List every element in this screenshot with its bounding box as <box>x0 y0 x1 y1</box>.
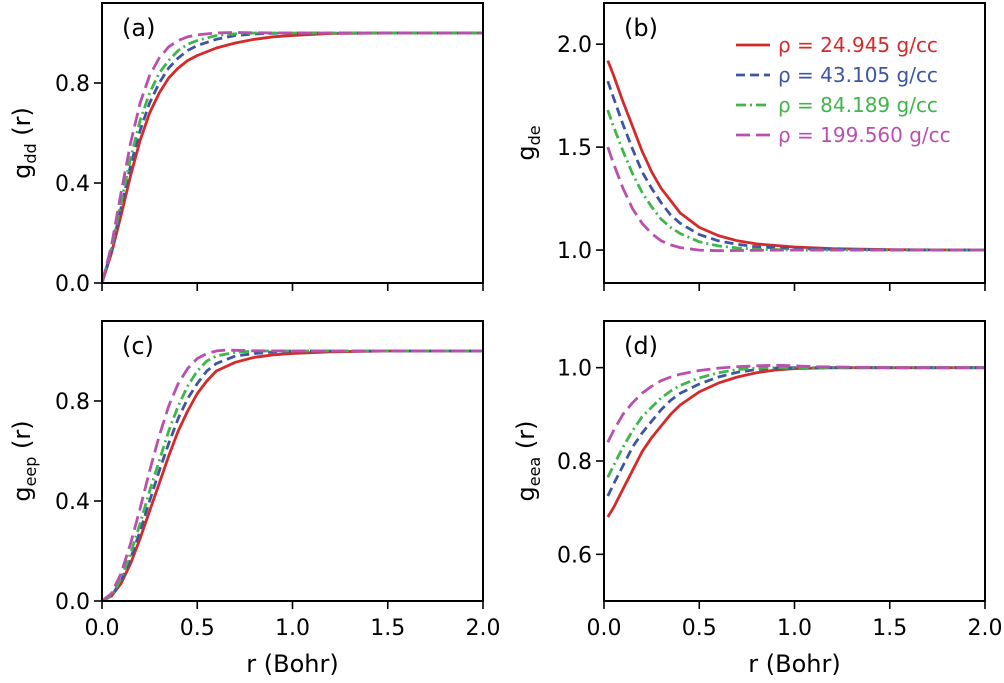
series-line-a-2 <box>102 31 483 283</box>
x-tick-label-c: 0.0 <box>85 616 120 641</box>
axes-frame-a <box>101 2 484 284</box>
y-tick-label-d: 1.0 <box>557 357 592 382</box>
y-tick-label-c: 0.8 <box>55 390 90 415</box>
legend-label-1: ρ = 24.945 g/cc <box>778 33 938 57</box>
series-line-d-4 <box>606 363 985 443</box>
legend: ρ = 24.945 g/cc ρ = 43.105 g/cc ρ = 84.189… <box>736 33 951 147</box>
y-tick-label-d: 0.8 <box>557 450 592 475</box>
panel-label-d: (d) <box>624 332 658 360</box>
series-line-b-2 <box>606 80 985 252</box>
series-line-d-2 <box>606 366 985 497</box>
y-axis-title-d: geea (r) <box>512 421 544 502</box>
series-line-d-1 <box>606 366 985 518</box>
legend-label-4: ρ = 199.560 g/cc <box>778 123 951 147</box>
x-axis-title-d: r (Bohr) <box>748 650 840 678</box>
y-tick-label-b: 1.5 <box>557 136 592 161</box>
panel-label-c: (c) <box>122 332 154 360</box>
y-tick-label-c: 0.0 <box>55 590 90 615</box>
y-tick-label-d: 0.6 <box>557 543 592 568</box>
panel-d: 0.0 0.5 1.0 1.5 2.0 0.6 0.8 1.0 geea (r) (d) r (Bo… <box>512 320 1003 678</box>
y-tick-label-b: 2.0 <box>557 33 592 58</box>
x-tick-label-d: 1.5 <box>872 616 907 641</box>
x-tick-label-d: 1.0 <box>777 616 812 641</box>
y-axis-title-c: geep (r) <box>8 420 40 501</box>
x-tick-label-c: 2.0 <box>466 616 501 641</box>
y-tick-label-a: 0.4 <box>55 172 90 197</box>
series-line-b-4 <box>606 146 985 253</box>
panel-b: 1.0 1.5 2.0 gde (b) ρ = 24.945 g/cc ρ = 43.105… <box>512 2 986 291</box>
series-line-a-1 <box>102 31 483 283</box>
x-tick-label-d: 0.5 <box>682 616 717 641</box>
y-tick-label-c: 0.4 <box>55 490 90 515</box>
series-line-c-1 <box>102 349 483 601</box>
y-axis-title-b: gde <box>512 125 544 160</box>
series-line-b-1 <box>606 60 985 252</box>
series-line-d-3 <box>606 366 985 478</box>
panel-c: 0.0 0.5 1.0 1.5 2.0 0.0 0.4 0.8 geep (r) (c) r (Bo… <box>8 320 501 678</box>
x-tick-label-c: 0.5 <box>180 616 215 641</box>
x-tick-label-d: 2.0 <box>968 616 1003 641</box>
series-line-a-4 <box>102 31 483 283</box>
series-line-c-2 <box>102 349 483 601</box>
y-tick-label-b: 1.0 <box>557 239 592 264</box>
panel-a: 0.0 0.4 0.8 gdd (r) (a) <box>8 2 484 297</box>
y-tick-label-a: 0.8 <box>55 72 90 97</box>
x-tick-label-c: 1.5 <box>370 616 405 641</box>
y-tick-label-a: 0.0 <box>55 272 90 297</box>
series-line-c-3 <box>102 349 483 601</box>
y-axis-title-a: gdd (r) <box>8 107 40 179</box>
x-axis-title-c: r (Bohr) <box>246 650 338 678</box>
panel-label-b: (b) <box>624 14 658 42</box>
legend-label-2: ρ = 43.105 g/cc <box>778 63 938 87</box>
legend-label-3: ρ = 84.189 g/cc <box>778 93 938 117</box>
x-tick-label-c: 1.0 <box>275 616 310 641</box>
series-line-a-3 <box>102 31 483 283</box>
axes-frame-d <box>603 320 986 602</box>
panel-label-a: (a) <box>122 14 155 42</box>
series-line-c-4 <box>102 348 483 601</box>
x-tick-label-d: 0.0 <box>587 616 622 641</box>
